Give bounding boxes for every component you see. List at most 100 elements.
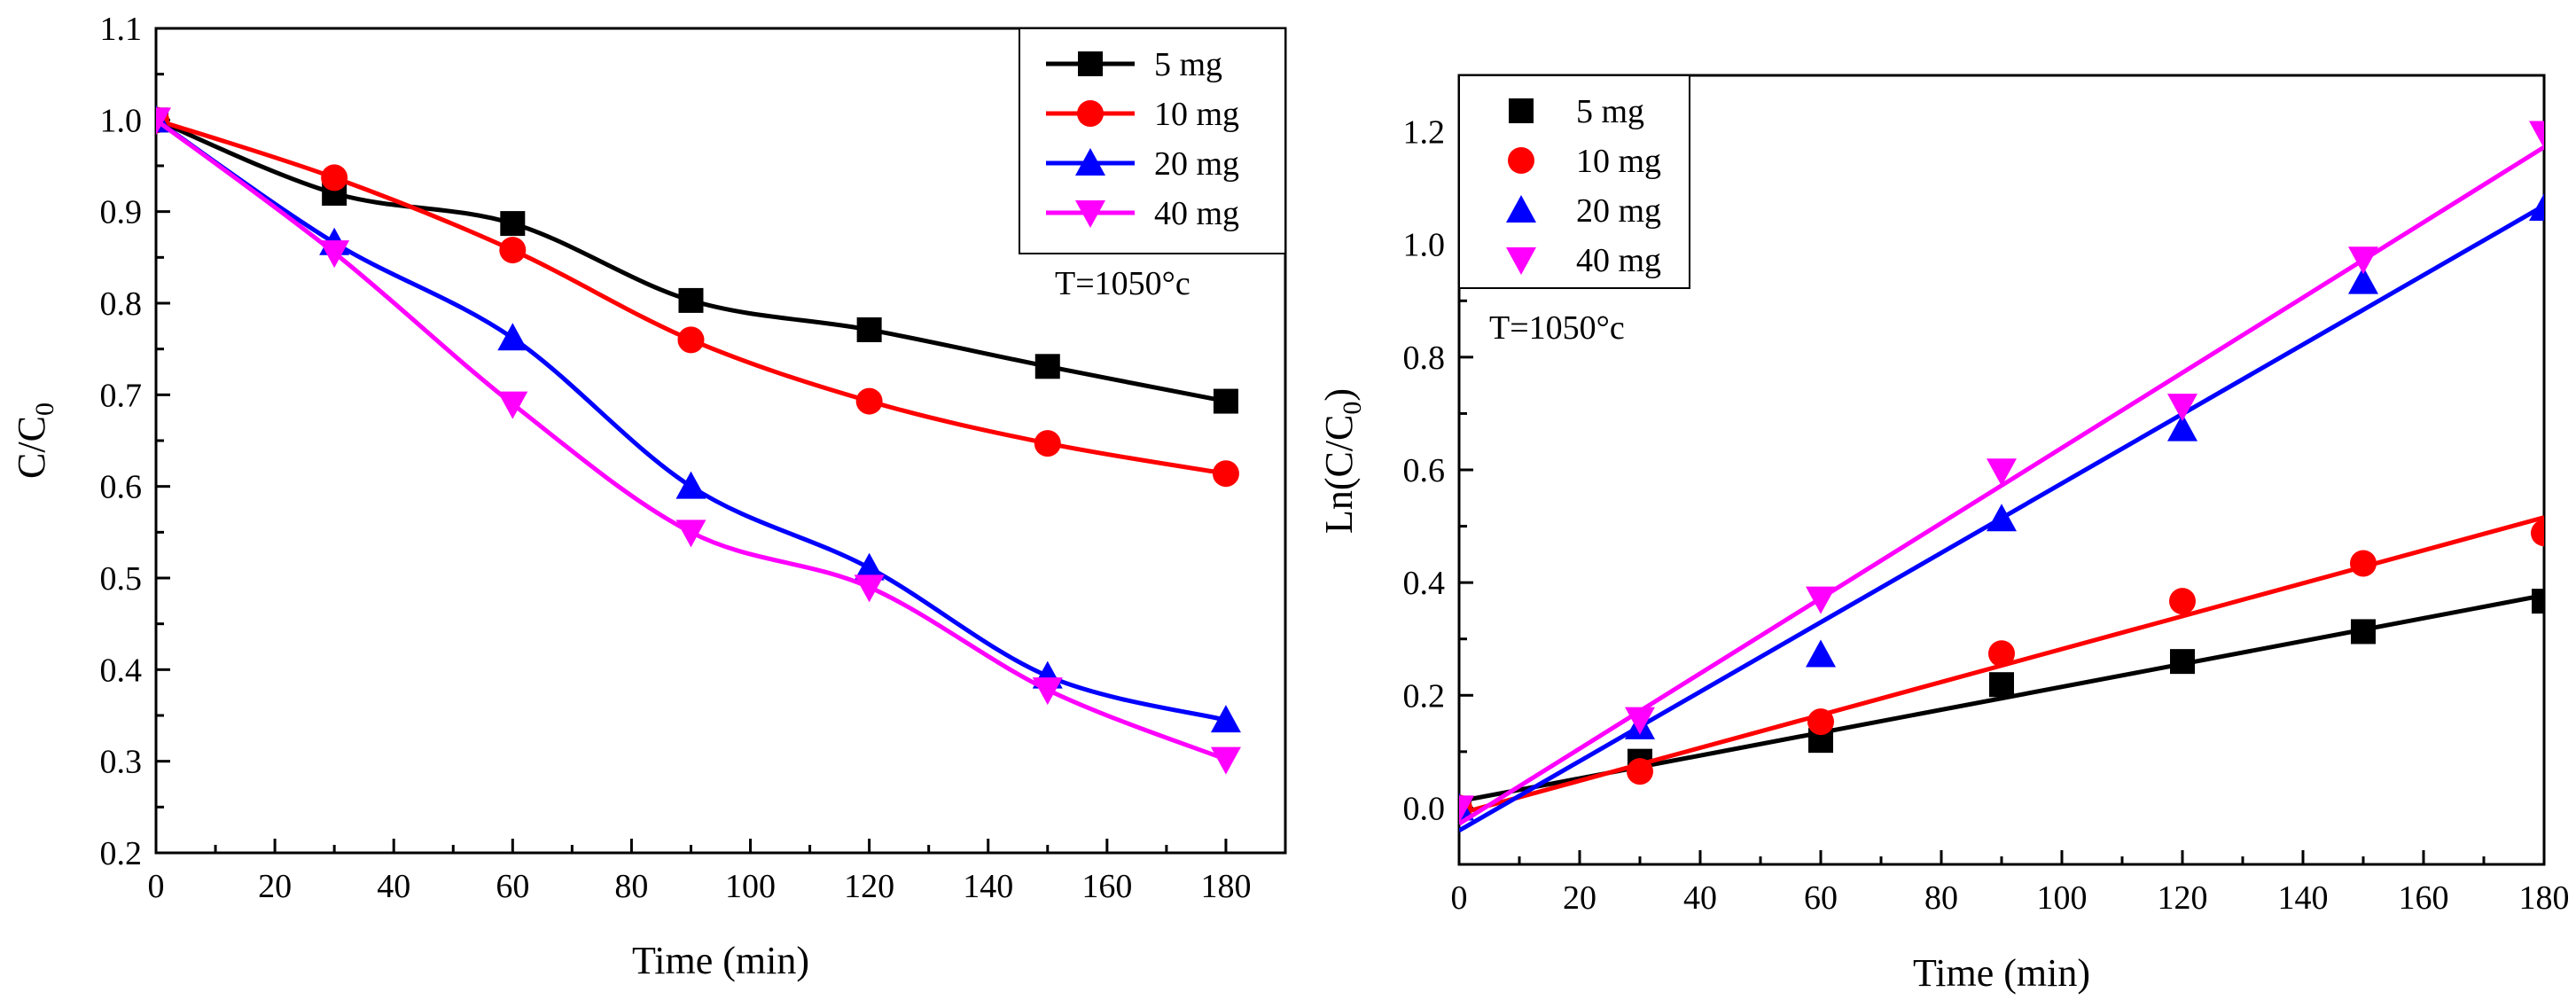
series-5-mg	[156, 107, 1238, 414]
data-point	[675, 520, 706, 548]
data-point	[2529, 121, 2544, 149]
x-tick-label: 160	[1081, 868, 1132, 905]
legend-label: 40 mg	[1154, 195, 1239, 232]
y-axis-title: C/C0	[10, 402, 59, 479]
temperature-annotation: T=1050°c	[1489, 309, 1625, 347]
legend-label: 10 mg	[1576, 143, 1661, 180]
y-tick-label: 1.1	[100, 11, 143, 48]
y-axis-title-subscript: 0	[1338, 402, 1367, 415]
plot-area	[156, 105, 1241, 775]
y-axis-title-subscript: 0	[30, 402, 59, 416]
data-point	[499, 237, 527, 264]
x-tick-label: 80	[1924, 879, 1958, 917]
data-point	[1989, 672, 2014, 698]
data-point	[1987, 458, 2017, 487]
data-point	[1034, 430, 1061, 457]
series-10-mg	[156, 106, 1239, 488]
data-point	[156, 107, 171, 136]
legend-label: 10 mg	[1154, 96, 1239, 133]
legend-marker	[1078, 51, 1103, 76]
y-tick-label: 1.0	[1403, 227, 1446, 264]
x-tick-label: 60	[496, 868, 529, 905]
y-tick-label: 0.9	[100, 194, 143, 231]
legend-item: 20 mg	[1046, 145, 1239, 183]
legend-label: 20 mg	[1154, 145, 1239, 183]
x-tick-label: 0	[148, 868, 165, 905]
data-point	[2348, 266, 2378, 294]
temperature-annotation: T=1050°c	[1055, 265, 1190, 302]
x-tick-label: 20	[1563, 879, 1596, 917]
data-point	[1807, 708, 1834, 736]
data-point	[497, 391, 528, 419]
y-tick-label: 0.6	[100, 469, 143, 506]
x-tick-label: 180	[1200, 868, 1251, 905]
y-tick-label: 0.8	[100, 285, 143, 323]
x-axis-title: Time (min)	[632, 939, 809, 982]
data-point	[1210, 705, 1241, 733]
data-point	[2348, 246, 2378, 275]
x-tick-label: 60	[1804, 879, 1838, 917]
legend-marker	[1509, 98, 1534, 123]
x-tick-label: 120	[844, 868, 894, 905]
plot-area	[1459, 121, 2544, 833]
legend-item: 20 mg	[1506, 192, 1661, 230]
legend-marker	[1506, 195, 1536, 223]
series-40-mg	[1459, 121, 2544, 826]
x-tick-label: 160	[2399, 879, 2449, 917]
y-axis-title-main: Ln(C/C	[1317, 415, 1361, 534]
data-point	[856, 316, 882, 342]
x-axis-title: Time (min)	[1913, 951, 2090, 995]
y-tick-label: 0.4	[100, 652, 143, 689]
legend-item: 10 mg	[1508, 143, 1661, 180]
y-tick-label: 0.2	[1403, 677, 1446, 715]
x-tick-label: 40	[377, 868, 410, 905]
data-point	[1987, 504, 2017, 532]
legend-item: 40 mg	[1046, 195, 1239, 232]
y-axis-title-main: C/C	[10, 416, 53, 479]
y-tick-label: 0.8	[1403, 340, 1446, 377]
data-point	[1032, 677, 1063, 706]
y-tick-label: 0.7	[100, 377, 143, 414]
y-tick-label: 0.3	[100, 744, 143, 781]
data-point	[1212, 460, 1239, 488]
x-tick-label: 140	[963, 868, 1013, 905]
x-tick-label: 180	[2519, 879, 2570, 917]
y-tick-label: 1.2	[1403, 114, 1446, 152]
data-point	[1806, 586, 1836, 614]
y-axis-title: Ln(C/C0)	[1317, 388, 1367, 534]
data-point	[2532, 589, 2544, 614]
data-point	[1988, 640, 2015, 668]
data-point	[677, 326, 705, 354]
data-point	[1625, 707, 1655, 735]
data-point	[1034, 354, 1060, 379]
legend-label: 5 mg	[1154, 46, 1222, 83]
data-point	[1210, 746, 1241, 775]
legend-item: 10 mg	[1046, 96, 1239, 133]
legend: 5 mg 10 mg 20 mg 40 mg	[1458, 74, 1690, 289]
y-axis-title-close: )	[1317, 388, 1361, 402]
y-tick-label: 1.0	[100, 102, 143, 139]
data-point	[1627, 758, 1653, 785]
x-tick-label: 100	[2037, 879, 2088, 917]
legend-marker	[1077, 100, 1104, 127]
y-tick-label: 0.2	[100, 835, 143, 872]
x-tick-label: 40	[1683, 879, 1717, 917]
x-tick-label: 0	[1451, 879, 1468, 917]
legend-item: 5 mg	[1046, 46, 1222, 83]
data-point	[2169, 588, 2196, 615]
legend-marker	[1506, 247, 1536, 275]
legend-marker	[1075, 148, 1105, 176]
legend-box	[1458, 74, 1690, 289]
chart-2: 0 20 40 60 80 100 120 140 160 180 0.0 0.2 0.4 0.6 0.8 1…	[1317, 74, 2570, 995]
data-point	[1806, 639, 1836, 668]
legend-item: 5 mg	[1509, 93, 1644, 130]
legend-label: 5 mg	[1576, 93, 1644, 130]
data-point	[2531, 520, 2544, 547]
data-point	[497, 323, 528, 351]
y-tick-label: 0.0	[1403, 790, 1446, 827]
data-point	[321, 164, 348, 191]
legend-item: 40 mg	[1506, 242, 1661, 279]
data-point	[2350, 550, 2377, 577]
legend-label: 20 mg	[1576, 192, 1661, 230]
